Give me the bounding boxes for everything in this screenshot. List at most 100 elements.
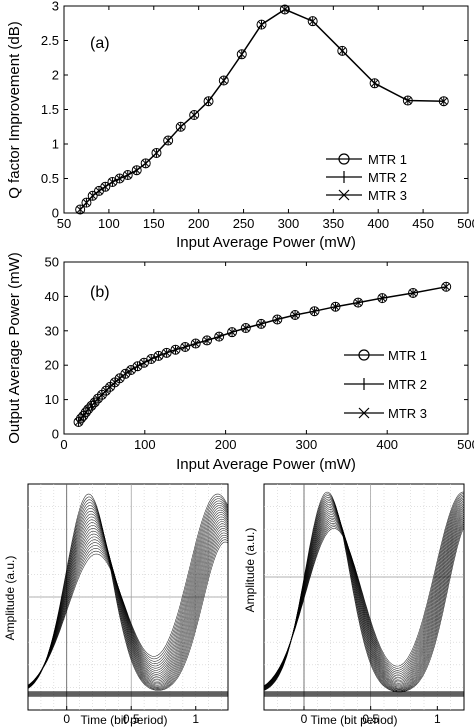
data-point-mtr3 <box>242 324 250 332</box>
data-point-mtr3 <box>171 346 180 354</box>
y-tick-label: 2.5 <box>41 33 59 48</box>
data-point-mtr3 <box>116 374 124 382</box>
plot-a-ticks: 50 100 150 200 250 300 350 400 450 500 0 0.5 1 1.5 2 2.… <box>41 0 474 231</box>
data-point-mtr3 <box>140 359 148 367</box>
y-tick-label: 0 <box>52 427 59 442</box>
data-point-mtr3 <box>133 166 141 174</box>
eye-trace <box>27 519 229 688</box>
x-tick-label: 200 <box>188 216 210 231</box>
data-point-mtr3 <box>238 50 246 58</box>
data-point-mtr3 <box>163 349 171 357</box>
eye-trace <box>27 507 229 687</box>
data-point-mtr3 <box>291 311 299 319</box>
plot-a-y-axis-label: Q factor Improvement (dB) <box>6 21 23 199</box>
x-tick-label: 400 <box>367 216 389 231</box>
data-point-mtr3 <box>204 97 213 105</box>
x-tick-label: 500 <box>457 437 474 452</box>
eye-trace <box>27 493 229 686</box>
data-point-mtr3 <box>177 123 185 131</box>
eye-right-y-axis-label: Amplitude (a.u.) <box>243 528 257 613</box>
plot-b-y-axis-label: Output Average Power (mW) <box>6 252 23 443</box>
legend-b-marker-circle <box>358 349 370 361</box>
data-point-mtr3 <box>152 149 161 157</box>
data-point-mtr3 <box>142 159 150 167</box>
y-tick-label: 0.5 <box>41 171 59 186</box>
data-point-mtr3 <box>409 289 417 297</box>
eye-trace <box>27 505 229 686</box>
eye-right-traces <box>263 491 465 697</box>
x-tick-label: 200 <box>215 437 237 452</box>
eye-trace <box>27 502 229 689</box>
x-tick-label: 300 <box>296 437 318 452</box>
legend-b-label-mtr1: MTR 1 <box>388 348 427 363</box>
eye-trace <box>27 502 229 686</box>
data-point-mtr3 <box>190 111 198 119</box>
plot-b-ticks: 0 100 200 300 400 500 0 10 20 30 40 50 <box>45 255 474 453</box>
eye-x-tick-label: 0 <box>301 712 308 726</box>
legend-a-label-mtr3: MTR 3 <box>368 188 407 203</box>
eye-left-x-axis-label: Time (bit period) <box>81 713 168 727</box>
plot-b-panel-label: (b) <box>90 284 110 301</box>
data-point-mtr3 <box>121 370 130 378</box>
x-tick-label: 100 <box>98 216 120 231</box>
data-point-mtr3 <box>164 136 172 145</box>
x-tick-label: 100 <box>134 437 156 452</box>
y-tick-label: 1.5 <box>41 102 59 117</box>
y-tick-label: 0 <box>52 206 59 221</box>
plot-a-x-axis-label: Input Average Power (mW) <box>176 234 356 251</box>
plot-a-legend: MTR 1 MTR 2 MTR 3 <box>326 152 407 203</box>
data-point-mtr3 <box>203 336 211 345</box>
eye-x-tick-label: 0.5 <box>123 712 140 726</box>
data-point-mtr3 <box>111 378 119 386</box>
legend-b-label-mtr3: MTR 3 <box>388 406 427 421</box>
y-tick-label: 10 <box>45 392 59 407</box>
data-point-mtr3 <box>257 320 265 328</box>
eye-x-tick-label: 0.5 <box>362 712 379 726</box>
eye-trace <box>27 500 229 686</box>
data-point-mtr3 <box>108 178 117 186</box>
eye-left-traces <box>27 493 229 697</box>
legend-a-marker-x <box>338 189 350 201</box>
x-tick-label: 250 <box>233 216 255 231</box>
eye-trace <box>27 516 229 688</box>
x-tick-label: 500 <box>457 216 474 231</box>
data-point-mtr3 <box>440 97 448 105</box>
x-tick-label: 400 <box>376 437 398 452</box>
plot-b-x-axis-label: Input Average Power (mW) <box>176 456 356 473</box>
eye-trace <box>27 510 229 688</box>
eye-x-tick-label: 1 <box>434 712 441 726</box>
eye-x-tick-label: 1 <box>192 712 199 726</box>
x-tick-label: 450 <box>412 216 434 231</box>
eye-left-y-axis-label: Amplitude (a.u.) <box>3 556 17 641</box>
data-point-mtr3 <box>228 328 236 336</box>
legend-b-label-mtr2: MTR 2 <box>388 377 427 392</box>
x-tick-label: 150 <box>143 216 165 231</box>
y-tick-label: 40 <box>45 289 59 304</box>
data-point-mtr3 <box>124 171 132 179</box>
eye-trace <box>27 512 229 687</box>
data-point-mtr3 <box>309 17 317 25</box>
data-point-mtr3 <box>116 174 124 183</box>
legend-a-label-mtr2: MTR 2 <box>368 170 407 185</box>
data-point-mtr3 <box>378 294 386 302</box>
eye-trace <box>27 518 229 687</box>
plot-a-panel-label: (a) <box>90 35 110 52</box>
data-point-mtr3 <box>82 199 91 207</box>
eye-diagram-left: 0 0.5 1 Time (bit period) Amplitude (a.u.) <box>3 483 229 727</box>
plot-b-frame <box>63 261 469 435</box>
data-point-mtr3 <box>181 343 189 351</box>
x-tick-label: 300 <box>278 216 300 231</box>
eye-trace <box>27 509 229 687</box>
eye-x-tick-label: 0 <box>63 712 70 726</box>
data-point-mtr3 <box>101 183 109 191</box>
data-point-mtr3 <box>331 303 340 311</box>
eye-trace <box>27 514 229 687</box>
eye-trace <box>263 491 465 687</box>
x-tick-label: 350 <box>322 216 344 231</box>
data-point-mtr3 <box>338 47 346 55</box>
eye-trace <box>27 508 229 688</box>
data-point-mtr3 <box>310 307 319 315</box>
y-tick-label: 30 <box>45 323 59 338</box>
eye-right-ticks: 0 0.5 1 <box>301 706 441 726</box>
